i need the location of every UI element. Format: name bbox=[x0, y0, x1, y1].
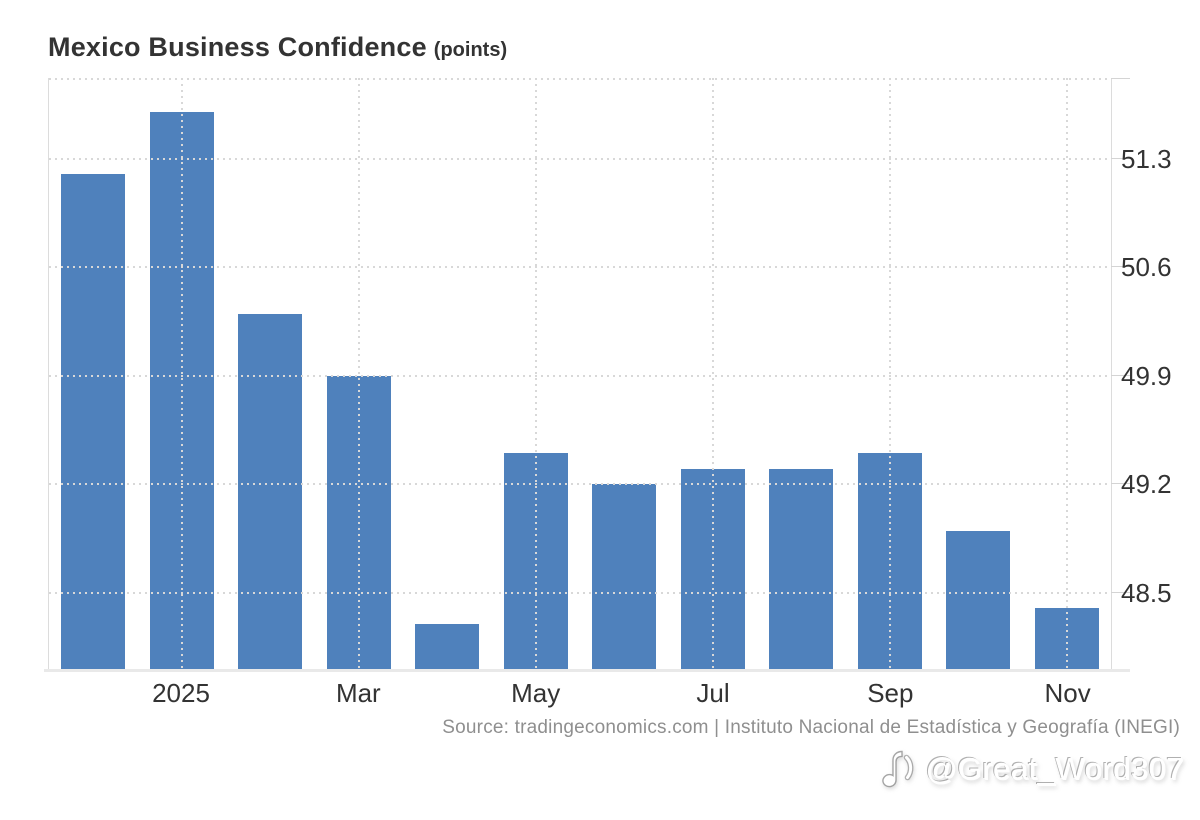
y-axis-labels: 48.5 49.2 49.9 50.6 51.3 bbox=[1121, 78, 1199, 670]
chart-title-units: (points) bbox=[433, 39, 508, 61]
y-gridline bbox=[49, 374, 1111, 377]
bar-apr-2025[interactable] bbox=[415, 623, 480, 670]
x-tick-label: 2025 bbox=[152, 678, 210, 708]
bar-oct-2025[interactable] bbox=[946, 530, 1011, 670]
x-tick-label: Nov bbox=[1044, 678, 1091, 708]
y-tick-label: 51.3 bbox=[1121, 143, 1172, 174]
x-gridline bbox=[180, 78, 183, 670]
y-tick-mark bbox=[1111, 78, 1130, 79]
bar-slot bbox=[403, 78, 492, 670]
y-gridline bbox=[49, 157, 1111, 160]
watermark-handle: @Great_Word307 bbox=[925, 751, 1184, 786]
bar-slot bbox=[757, 78, 846, 670]
watermark: @Great_Word307 bbox=[879, 748, 1184, 790]
x-gridline bbox=[888, 78, 891, 670]
y-gridline bbox=[49, 266, 1111, 269]
bar-dec-2024[interactable] bbox=[61, 174, 126, 670]
music-note-logo-icon bbox=[881, 750, 913, 788]
x-gridline bbox=[711, 78, 714, 670]
y-gridline bbox=[49, 483, 1111, 486]
y-tick-label: 48.5 bbox=[1121, 577, 1172, 608]
x-tick-label: Mar bbox=[335, 678, 381, 708]
source-attribution: Source: tradingeconomics.com | Instituto… bbox=[442, 717, 1180, 738]
x-axis-labels: 2025 Mar May Jul Sep Nov bbox=[48, 680, 1112, 712]
y-tick-label: 50.6 bbox=[1121, 252, 1172, 283]
plot-top-border bbox=[49, 78, 1111, 80]
y-tick-mark bbox=[1111, 483, 1130, 485]
y-tick-label: 49.9 bbox=[1121, 360, 1172, 391]
y-tick-label: 49.2 bbox=[1121, 469, 1172, 500]
chart-title-text: Mexico Business Confidence bbox=[48, 32, 427, 62]
plot-area bbox=[44, 78, 1130, 672]
chart-title: Mexico Business Confidence (points) bbox=[48, 32, 507, 63]
bar-feb-2025[interactable] bbox=[238, 313, 303, 670]
x-tick-label: May bbox=[511, 678, 561, 708]
x-tick-label: Jul bbox=[696, 678, 730, 708]
y-tick-mark bbox=[1111, 591, 1130, 593]
bar-aug-2025[interactable] bbox=[769, 468, 834, 670]
bar-slot bbox=[934, 78, 1023, 670]
bar-slot bbox=[580, 78, 669, 670]
x-axis-line bbox=[44, 669, 1130, 672]
y-tick-mark bbox=[1111, 266, 1130, 268]
x-gridline bbox=[534, 78, 537, 670]
x-gridline bbox=[1065, 78, 1068, 670]
x-gridline bbox=[357, 78, 360, 670]
bar-slot bbox=[49, 78, 138, 670]
bar-slot bbox=[226, 78, 315, 670]
y-gridline bbox=[49, 591, 1111, 594]
y-tick-mark bbox=[1111, 157, 1130, 159]
bar-jun-2025[interactable] bbox=[592, 484, 657, 670]
y-tick-mark bbox=[1111, 374, 1130, 376]
x-tick-label: Sep bbox=[867, 678, 914, 708]
